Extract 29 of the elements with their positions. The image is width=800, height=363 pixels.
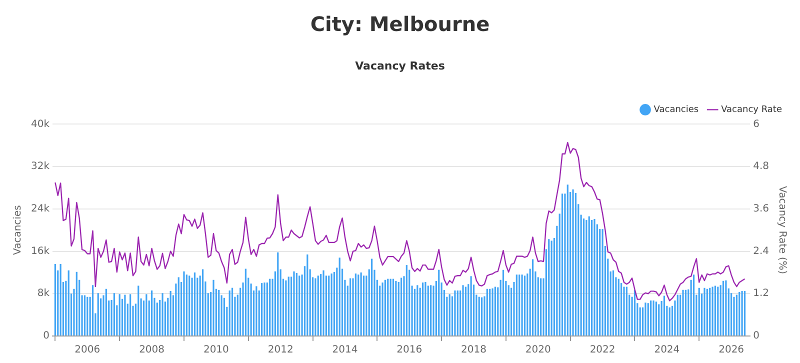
y2-tick-label: 6 bbox=[753, 118, 760, 130]
x-tick-label: 2016 bbox=[396, 344, 422, 356]
legend-label: Vacancies bbox=[654, 105, 699, 116]
x-tick-label: 2008 bbox=[139, 344, 165, 356]
y-tick-label: 24k bbox=[31, 204, 50, 215]
x-tick-label: 2010 bbox=[203, 344, 229, 356]
y-tick-label: 32k bbox=[31, 161, 50, 172]
x-tick-label: 2014 bbox=[332, 344, 358, 356]
legend-label: Vacancy Rate bbox=[721, 105, 782, 116]
y2-tick-label: 3.6 bbox=[753, 204, 770, 215]
y2-tick-label: 4.8 bbox=[753, 161, 770, 172]
y2-tick-label: 0 bbox=[753, 330, 760, 342]
y-tick-label: 16k bbox=[31, 246, 50, 257]
y-axis-title: Vacancies bbox=[12, 205, 24, 255]
x-tick-label: 2026 bbox=[718, 344, 744, 356]
chart-title: City: Melbourne bbox=[310, 12, 490, 36]
x-tick-label: 2024 bbox=[654, 344, 680, 356]
y2-axis-title: Vacancy Rate (%) bbox=[776, 186, 788, 274]
y-tick-label: 40k bbox=[31, 118, 50, 130]
chart-subtitle: Vacancy Rates bbox=[355, 59, 446, 72]
x-tick-label: 2012 bbox=[268, 344, 294, 356]
x-tick-label: 2022 bbox=[590, 344, 616, 356]
x-tick-label: 2006 bbox=[74, 344, 100, 356]
x-tick-label: 2018 bbox=[461, 344, 486, 356]
x-tick-label: 2020 bbox=[525, 344, 551, 356]
y2-tick-label: 1.2 bbox=[753, 288, 770, 300]
y-tick-label: 8k bbox=[37, 288, 50, 300]
y2-tick-label: 2.4 bbox=[753, 246, 770, 257]
y-tick-label: 0 bbox=[43, 330, 50, 342]
